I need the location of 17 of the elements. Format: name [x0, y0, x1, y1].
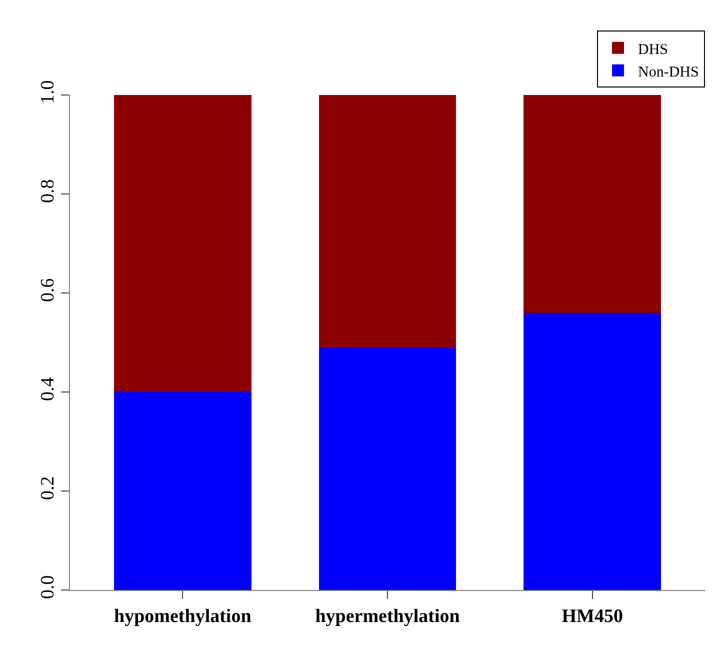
- bar: [524, 312, 661, 590]
- legend-label: Non-DHS: [638, 64, 699, 80]
- bar: [114, 95, 252, 392]
- x-tick-label: hypomethylation: [114, 606, 252, 627]
- text: 0.0: [37, 575, 58, 600]
- bar: [318, 347, 456, 590]
- y-tick-label: 0.8: [37, 179, 58, 204]
- x-tick-label: HM450: [562, 606, 623, 627]
- bar: [524, 95, 661, 313]
- bar: [318, 95, 456, 348]
- text: 1.0: [37, 80, 58, 104]
- y-tick-label: 0.4: [37, 376, 58, 402]
- y-tick-label: 0.6: [37, 278, 58, 302]
- legend-label: DHS: [638, 42, 668, 58]
- bar: [114, 392, 252, 590]
- x-tick-label: hypermethylation: [315, 606, 460, 627]
- y-tick-label: 0.2: [37, 476, 58, 500]
